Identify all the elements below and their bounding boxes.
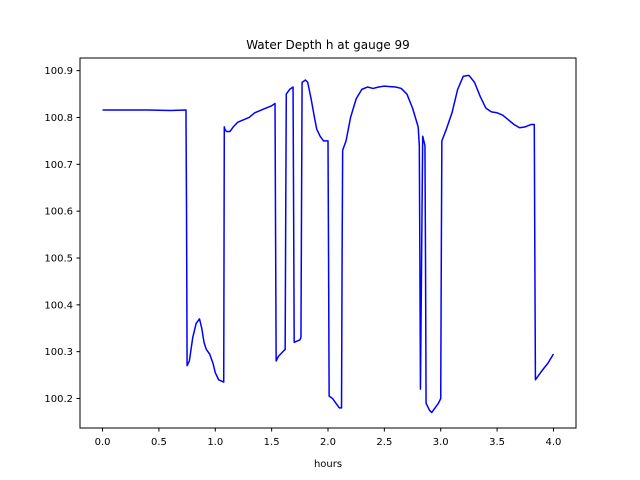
x-tick-label: 1.0 xyxy=(207,437,223,448)
y-tick-label: 100.4 xyxy=(44,300,73,311)
x-tick-label: 3.0 xyxy=(433,437,449,448)
y-tick-label: 100.8 xyxy=(44,113,73,124)
x-axis-ticks: 0.0 0.5 1.0 1.5 2.0 2.5 3.0 3.5 4.0 xyxy=(95,428,562,448)
x-tick-label: 0.0 xyxy=(95,437,111,448)
x-tick-label: 0.5 xyxy=(151,437,167,448)
x-tick-label: 1.5 xyxy=(264,437,280,448)
y-tick-label: 100.7 xyxy=(44,160,73,171)
x-tick-label: 4.0 xyxy=(546,437,562,448)
y-tick-label: 100.6 xyxy=(44,207,73,218)
chart-title: Water Depth h at gauge 99 xyxy=(246,38,410,52)
y-tick-label: 100.9 xyxy=(44,66,73,77)
x-tick-label: 2.5 xyxy=(376,437,392,448)
y-tick-label: 100.3 xyxy=(44,347,73,358)
y-tick-label: 100.5 xyxy=(44,253,73,264)
x-tick-label: 3.5 xyxy=(489,437,505,448)
series-layer xyxy=(102,74,555,414)
y-tick-label: 100.2 xyxy=(44,394,73,405)
x-axis-label: hours xyxy=(314,459,342,470)
y-axis-ticks: 100.2 100.3 100.4 100.5 100.6 100.7 100.8 100.9 xyxy=(44,66,80,405)
x-tick-label: 2.0 xyxy=(320,437,336,448)
series-line-0 xyxy=(102,74,555,414)
